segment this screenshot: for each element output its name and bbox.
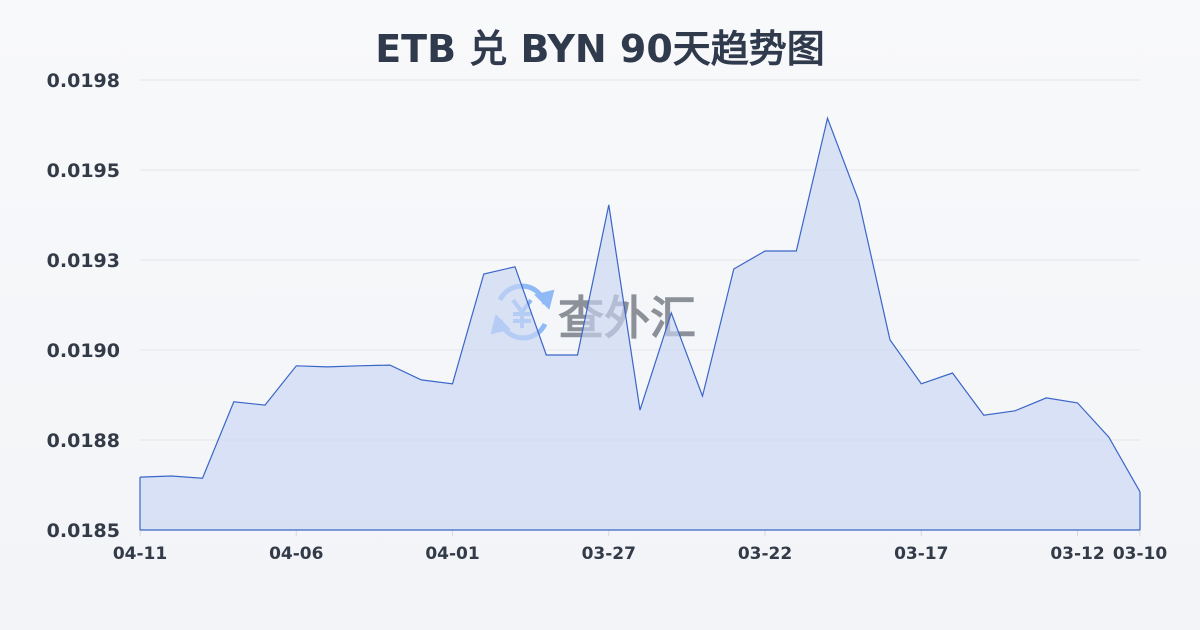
x-tick-label: 03-10: [1113, 544, 1168, 564]
area-fill: [140, 118, 1140, 530]
y-tick-label: 0.0195: [47, 160, 120, 182]
y-tick-label: 0.0198: [47, 70, 120, 92]
x-tick-label: 03-22: [738, 544, 792, 564]
y-tick-label: 0.0185: [47, 520, 120, 542]
x-tick-label: 03-27: [582, 544, 636, 564]
x-tick-label: 04-06: [269, 544, 323, 564]
y-tick-label: 0.0188: [47, 430, 120, 452]
x-tick-label: 03-12: [1050, 544, 1104, 564]
x-tick-label: 03-17: [894, 544, 948, 564]
y-tick-label: 0.0190: [47, 340, 120, 362]
chart-title: ETB 兑 BYN 90天趋势图: [375, 27, 825, 71]
y-tick-label: 0.0193: [47, 250, 120, 272]
area-border: [139, 477, 1141, 531]
series-line: [139, 116, 1141, 493]
x-tick-label: 04-01: [425, 544, 479, 564]
x-tick-label: 04-11: [113, 544, 167, 564]
